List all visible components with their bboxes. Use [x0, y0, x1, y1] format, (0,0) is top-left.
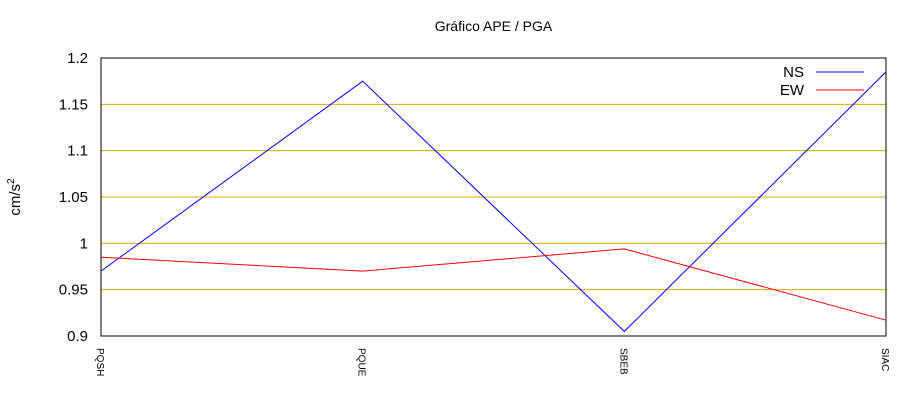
y-axis-label: cm/s2: [6, 178, 24, 216]
y-axis-label-superscript: 2: [6, 178, 17, 184]
series-line-ns: [100, 71, 887, 333]
x-tick-label: PQSH: [94, 348, 105, 376]
x-tick-label: PQUE: [356, 348, 367, 377]
plot-border: [100, 57, 887, 337]
x-tick-label: SBEB: [617, 348, 628, 375]
y-tick-label: 1.15: [59, 96, 88, 113]
y-tick-label: 0.9: [67, 328, 88, 345]
series-line-ew: [100, 248, 887, 321]
y-axis-ticks: 1.2 1.15 1.1 1.05 1 0.95 0.9: [59, 50, 88, 345]
y-tick-label: 1.05: [59, 189, 88, 206]
y-tick-label: 1.1: [67, 143, 88, 160]
x-tick-label: SIAC: [879, 348, 890, 371]
legend-label-ew: EW: [780, 82, 805, 99]
chart-title: Gráfico APE / PGA: [435, 18, 553, 34]
x-axis-ticks: PQSH PQUE SBEB SIAC: [94, 348, 890, 377]
grid-lines: [101, 57, 886, 337]
y-tick-label: 1.2: [67, 50, 88, 67]
series-lines: [100, 71, 887, 333]
y-tick-label: 1: [80, 235, 88, 252]
legend-label-ns: NS: [783, 64, 804, 81]
y-axis-label-unit: cm/s: [7, 184, 24, 216]
y-tick-label: 0.95: [59, 282, 88, 299]
